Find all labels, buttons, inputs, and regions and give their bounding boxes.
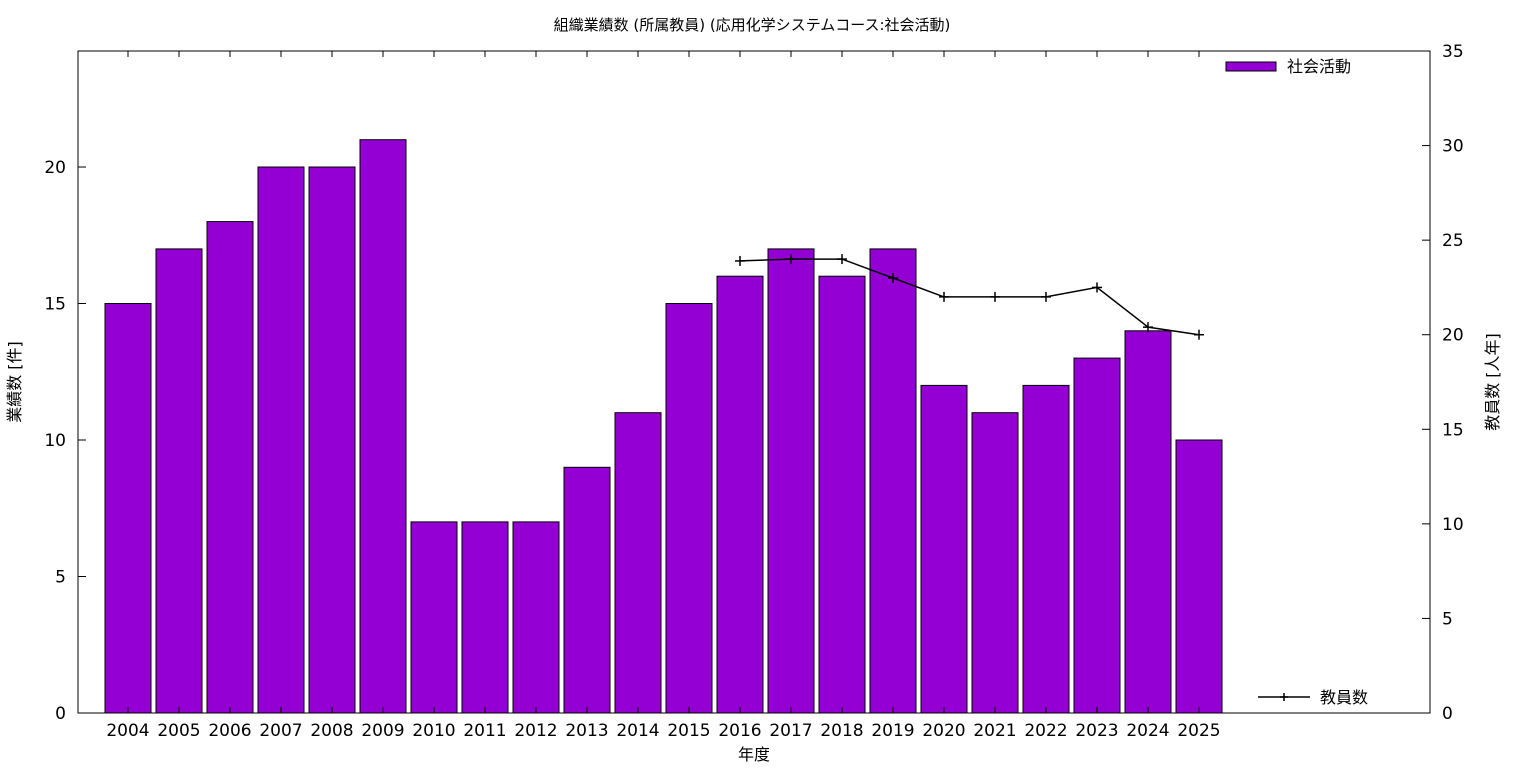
bar-2006 <box>206 221 254 714</box>
x-tick-label-2013: 2013 <box>565 721 608 741</box>
x-tick-label-2016: 2016 <box>718 721 761 741</box>
x-tick-label-2023: 2023 <box>1075 721 1118 741</box>
x-tick-label-2009: 2009 <box>361 721 404 741</box>
x-tick-label-2022: 2022 <box>1024 721 1067 741</box>
bar-2011 <box>461 521 509 714</box>
x-tick-label-2020: 2020 <box>922 721 965 741</box>
line-point-2021 <box>990 291 1000 302</box>
line-point-2022 <box>1041 291 1051 302</box>
line-point-2025 <box>1194 329 1204 340</box>
y2-tick-label-10: 10 <box>1442 515 1464 535</box>
ticks-layer: 2004 2005 2006 2007 2008 2009 2010 2011 2012 2013… <box>44 42 1463 741</box>
x-tick-label-2017: 2017 <box>769 721 812 741</box>
x-tick-label-2008: 2008 <box>310 721 353 741</box>
line-point-2020 <box>939 291 949 302</box>
x-tick-label-2019: 2019 <box>871 721 914 741</box>
y2-tick-label-20: 20 <box>1442 326 1464 346</box>
plot-frame <box>77 50 1431 714</box>
x-tick-label-2004: 2004 <box>106 721 149 741</box>
legend-line-label: 教員数 <box>1320 688 1368 707</box>
bar-2021 <box>971 412 1019 714</box>
line-point-2018 <box>837 254 847 265</box>
line-point-2016 <box>735 255 745 266</box>
y-tick-label-10: 10 <box>44 431 66 451</box>
bar-2022 <box>1022 384 1070 714</box>
chart-title: 組織業績数 (所属教員) (応用化学システムコース:社会活動) <box>554 16 951 34</box>
bar-2007 <box>257 166 305 714</box>
x-tick-label-2007: 2007 <box>259 721 302 741</box>
y-tick-label-0: 0 <box>55 704 66 724</box>
y2-axis-title: 教員数 [人年] <box>1483 333 1502 431</box>
bar-2016 <box>716 275 764 714</box>
y-tick-label-20: 20 <box>44 158 66 178</box>
y2-tick-label-0: 0 <box>1442 704 1453 724</box>
line-point-2017 <box>786 254 796 265</box>
bar-2009 <box>359 139 407 714</box>
bar-2024 <box>1124 330 1172 714</box>
x-tick-label-2006: 2006 <box>208 721 251 741</box>
x-tick-label-2012: 2012 <box>514 721 557 741</box>
bar-2019 <box>869 248 917 714</box>
legend-bars: 社会活動 <box>1225 57 1351 76</box>
legend-line: 教員数 <box>1258 688 1368 707</box>
bar-2018 <box>818 275 866 714</box>
bar-2023 <box>1073 357 1121 714</box>
legend-bars-label: 社会活動 <box>1287 57 1351 76</box>
x-tick-label-2010: 2010 <box>412 721 455 741</box>
x-tick-label-2011: 2011 <box>463 721 506 741</box>
x-tick-label-2015: 2015 <box>667 721 710 741</box>
x-tick-label-2005: 2005 <box>157 721 200 741</box>
x-tick-label-2014: 2014 <box>616 721 659 741</box>
x-tick-label-2024: 2024 <box>1126 721 1169 741</box>
bar-2020 <box>920 384 968 714</box>
bar-2014 <box>614 412 662 714</box>
x-tick-label-2025: 2025 <box>1177 721 1220 741</box>
y2-tick-label-5: 5 <box>1442 609 1453 629</box>
bars-layer <box>104 139 1223 714</box>
line-point-2024 <box>1143 322 1153 333</box>
bar-2008 <box>308 166 356 714</box>
y2-tick-label-30: 30 <box>1442 137 1464 157</box>
y-axis-title: 業績数 [件] <box>5 341 24 423</box>
line-point-2023 <box>1092 282 1102 293</box>
y-tick-label-5: 5 <box>55 568 66 588</box>
line-faculty-count <box>739 258 1200 336</box>
bar-2004 <box>104 303 152 714</box>
bar-2010 <box>410 521 458 714</box>
legend-bars-swatch <box>1225 61 1277 72</box>
line-layer <box>735 254 1204 340</box>
y-tick-label-15: 15 <box>44 295 66 315</box>
bar-2025 <box>1175 439 1223 714</box>
x-tick-label-2018: 2018 <box>820 721 863 741</box>
bar-2005 <box>155 248 203 714</box>
bar-2013 <box>563 466 611 714</box>
bar-2017 <box>767 248 815 714</box>
x-tick-label-2021: 2021 <box>973 721 1016 741</box>
x-axis-title: 年度 <box>738 745 770 764</box>
bar-2015 <box>665 303 713 714</box>
bar-2012 <box>512 521 560 714</box>
y2-tick-label-25: 25 <box>1442 231 1464 251</box>
line-point-2019 <box>888 272 898 283</box>
y2-tick-label-15: 15 <box>1442 420 1464 440</box>
y2-tick-label-35: 35 <box>1442 42 1464 62</box>
